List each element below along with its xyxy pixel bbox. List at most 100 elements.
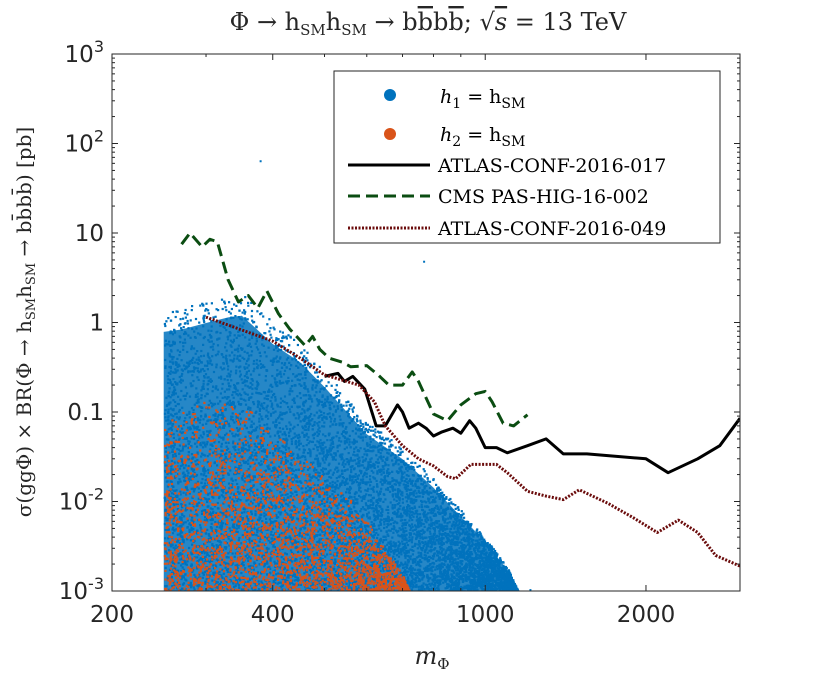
scatter-point [278, 379, 281, 383]
scatter-point [316, 533, 319, 537]
scatter-point [265, 490, 268, 493]
scatter-point [463, 571, 466, 574]
scatter-point [218, 480, 221, 483]
scatter-point [227, 441, 230, 444]
scatter-point [369, 435, 372, 438]
scatter-point [478, 538, 481, 541]
scatter-point [216, 545, 219, 548]
scatter-point [264, 332, 267, 335]
scatter-point [289, 430, 292, 433]
scatter-point [223, 302, 226, 305]
scatter-point [405, 481, 408, 484]
scatter-point [198, 573, 201, 576]
scatter-point [397, 530, 400, 533]
scatter-point [375, 531, 378, 535]
scatter-point [188, 416, 191, 419]
scatter-point [360, 470, 363, 473]
scatter-point [492, 571, 495, 574]
scatter-point [185, 579, 188, 582]
scatter-point [361, 436, 364, 439]
scatter-point [294, 435, 297, 438]
scatter-point [295, 534, 299, 537]
scatter-point [297, 444, 300, 447]
scatter-point [400, 478, 403, 481]
scatter-point [293, 357, 296, 360]
scatter-point [398, 499, 401, 502]
scatter-point [376, 483, 379, 486]
scatter-point [300, 518, 303, 521]
scatter-point [401, 501, 404, 504]
scatter-point [269, 333, 272, 336]
scatter-point [189, 370, 192, 373]
scatter-point [379, 452, 382, 455]
scatter-point [458, 565, 462, 568]
scatter-point [461, 543, 464, 546]
scatter-point [364, 542, 368, 545]
scatter-point [241, 478, 244, 481]
scatter-point [175, 429, 178, 432]
scatter-point [235, 427, 239, 430]
scatter-point [168, 365, 171, 369]
scatter-point [257, 364, 260, 367]
scatter-point [394, 462, 397, 465]
scatter-point [367, 525, 370, 528]
scatter-point [408, 574, 412, 577]
scatter-point [211, 402, 214, 405]
scatter-point [353, 416, 356, 419]
scatter-point [226, 368, 230, 371]
scatter-point [189, 319, 192, 322]
scatter-point [307, 427, 310, 430]
scatter-point [401, 549, 404, 552]
scatter-point [299, 456, 302, 459]
scatter-point [237, 526, 240, 529]
scatter-point [203, 375, 206, 378]
scatter-point [192, 379, 195, 383]
scatter-point [305, 357, 308, 360]
scatter-point [294, 573, 297, 576]
scatter-point [303, 415, 307, 418]
scatter-point [164, 476, 167, 479]
scatter-point [462, 537, 465, 540]
scatter-point [204, 511, 207, 514]
scatter-point [347, 452, 350, 455]
scatter-point [283, 432, 287, 436]
scatter-point [207, 533, 210, 536]
scatter-point [340, 422, 343, 425]
scatter-point [392, 555, 395, 558]
scatter-point [368, 549, 371, 552]
scatter-point [214, 550, 217, 553]
scatter-point [250, 315, 253, 318]
scatter-point [294, 417, 297, 420]
scatter-point [205, 475, 208, 478]
scatter-point [301, 469, 304, 472]
scatter-point [272, 469, 275, 472]
scatter-point [178, 354, 181, 357]
scatter-point [211, 444, 214, 447]
scatter-point [348, 581, 351, 584]
scatter-point [222, 436, 225, 439]
scatter-point [396, 450, 399, 453]
scatter-point [436, 520, 439, 523]
scatter-point [444, 557, 447, 560]
scatter-point [333, 497, 336, 500]
scatter-point [323, 425, 326, 428]
scatter-point [195, 327, 198, 330]
scatter-point [277, 435, 281, 438]
scatter-point [236, 523, 239, 526]
scatter-point [164, 464, 167, 467]
scatter-point [260, 460, 263, 463]
scatter-point [437, 542, 440, 545]
scatter-point [254, 584, 257, 587]
scatter-point [415, 515, 419, 518]
scatter-point [324, 555, 327, 558]
scatter-point [318, 471, 321, 475]
scatter-point [234, 516, 237, 519]
scatter-point [265, 560, 269, 563]
scatter-point [326, 491, 329, 494]
scatter-point [258, 563, 261, 566]
scatter-point [297, 541, 300, 544]
scatter-point [464, 564, 467, 567]
scatter-point [404, 556, 407, 559]
scatter-point [250, 420, 253, 423]
scatter-point [331, 489, 334, 492]
